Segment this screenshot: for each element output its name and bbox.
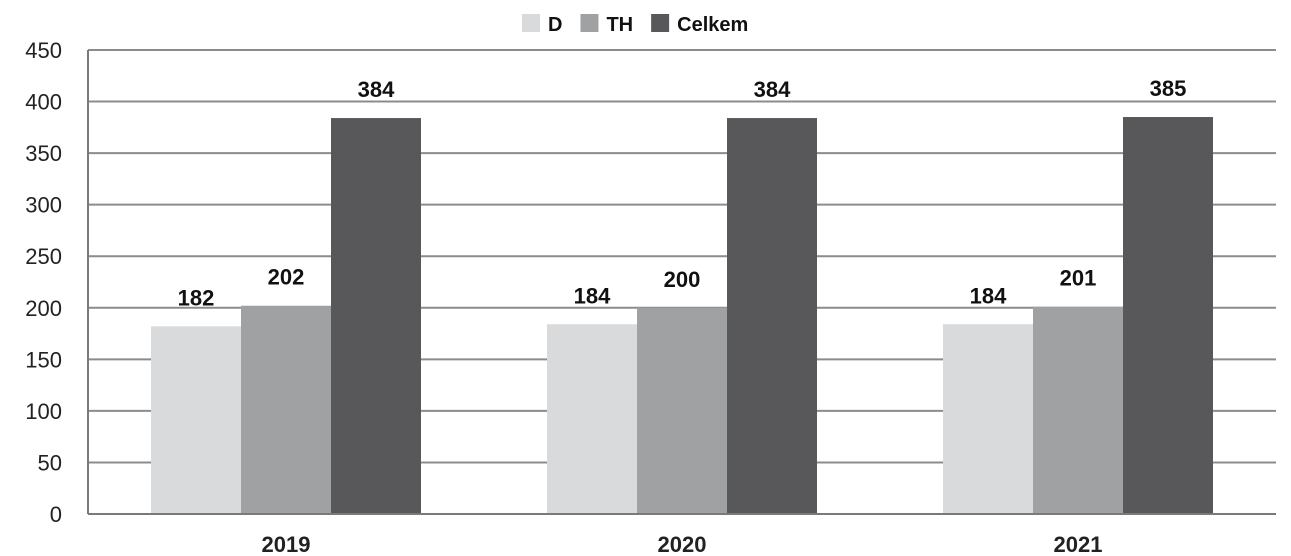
legend-swatch-d (522, 14, 540, 32)
data-label: 184 (970, 283, 1007, 308)
y-tick-label: 300 (25, 193, 62, 218)
y-tick-label: 150 (25, 347, 62, 372)
y-tick-label: 100 (25, 399, 62, 424)
legend-swatch-celkem (651, 14, 670, 32)
x-category-label: 2021 (1054, 532, 1103, 556)
y-tick-label: 50 (38, 450, 62, 475)
y-tick-label: 450 (25, 38, 62, 63)
data-label: 200 (664, 267, 701, 292)
y-tick-label: 200 (25, 296, 62, 321)
data-label: 384 (358, 77, 395, 102)
legend-swatch-th (580, 14, 599, 32)
bar-d-2021 (943, 324, 1033, 514)
bar-th-2019 (241, 305, 331, 514)
x-category-label: 2019 (262, 532, 311, 556)
bar-celkem-2019 (331, 118, 421, 514)
legend-label-celkem: Celkem (677, 14, 748, 36)
y-tick-label: 350 (25, 141, 62, 166)
axes (87, 50, 1276, 515)
x-axis-categories: 2019 2020 2021 (262, 532, 1103, 556)
y-tick-label: 250 (25, 244, 62, 269)
legend: D TH Celkem (522, 14, 748, 36)
data-label: 384 (754, 77, 791, 102)
bar-th-2021 (1033, 306, 1123, 514)
bar-d-2020 (547, 324, 637, 514)
bar-d-2019 (151, 326, 241, 514)
bar-celkem-2020 (727, 118, 817, 514)
data-label: 182 (178, 285, 215, 310)
data-label: 184 (574, 283, 611, 308)
legend-label-d: D (548, 14, 562, 36)
legend-label-th: TH (606, 14, 633, 36)
bars (151, 117, 1213, 515)
x-category-label: 2020 (658, 532, 707, 556)
bar-th-2020 (637, 307, 727, 514)
y-tick-label: 400 (25, 90, 62, 115)
bar-celkem-2021 (1123, 117, 1213, 515)
data-label: 201 (1060, 266, 1097, 291)
data-label: 202 (268, 265, 305, 290)
y-tick-label: 0 (50, 502, 62, 527)
y-axis-ticks: 0 50 100 150 200 250 300 350 400 450 (25, 38, 62, 527)
data-label: 385 (1150, 76, 1187, 101)
data-labels: 182 202 384 184 200 384 184 201 385 (178, 76, 1187, 310)
